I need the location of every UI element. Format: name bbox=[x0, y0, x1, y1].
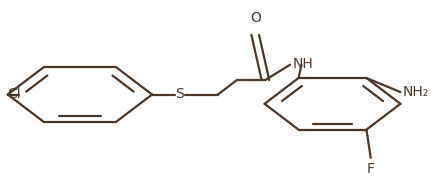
Text: Cl: Cl bbox=[7, 88, 20, 101]
Text: S: S bbox=[175, 88, 184, 101]
Text: F: F bbox=[366, 163, 374, 177]
Text: O: O bbox=[249, 11, 260, 25]
Text: NH₂: NH₂ bbox=[401, 85, 428, 99]
Text: NH: NH bbox=[292, 57, 312, 71]
